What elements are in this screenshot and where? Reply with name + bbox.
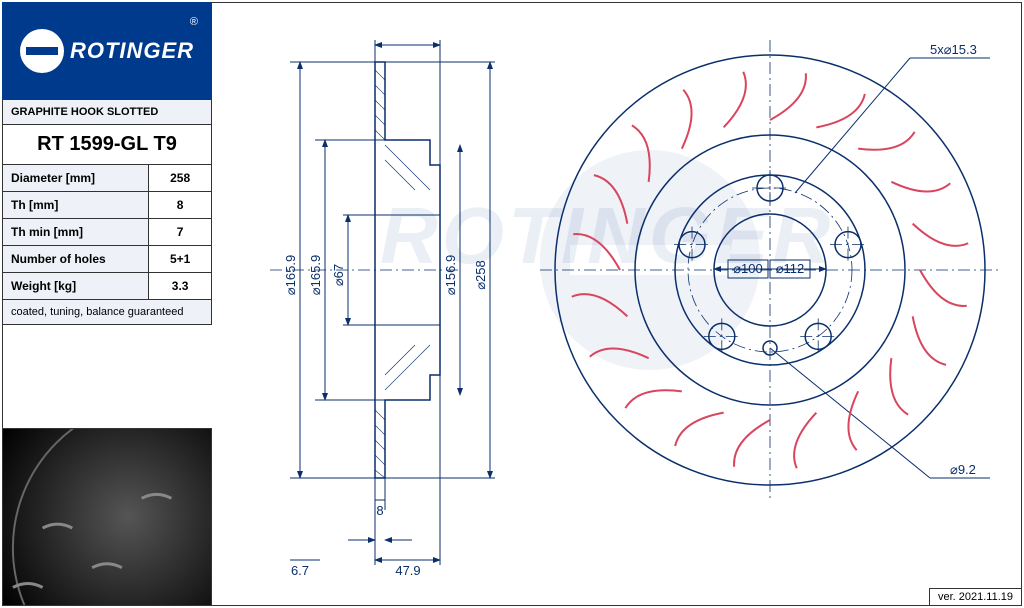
hook-slot <box>625 390 681 408</box>
dim-label: ⌀9.2 <box>950 462 976 477</box>
product-photo <box>2 428 212 606</box>
hook-slot <box>724 72 746 128</box>
dim-label: ⌀258 <box>473 260 488 290</box>
spec-label: Weight [kg] <box>3 273 149 300</box>
spec-value: 258 <box>149 165 212 192</box>
brand-name: ROTINGER <box>70 38 194 64</box>
version-label: ver. 2021.11.19 <box>929 588 1022 606</box>
logo-icon <box>20 29 64 73</box>
part-number: RT 1599-GL T9 <box>2 125 212 165</box>
product-note: coated, tuning, balance guaranteed <box>2 300 212 325</box>
product-subtitle: GRAPHITE HOOK SLOTTED <box>2 100 212 125</box>
dim-label: ⌀165.9 <box>283 255 298 295</box>
svg-text:⌀165.9: ⌀165.9 <box>308 255 323 295</box>
registered-icon: ® <box>190 16 198 28</box>
info-panel: ROTINGER ® GRAPHITE HOOK SLOTTED RT 1599… <box>2 2 212 325</box>
side-view: ⌀165.9 ⌀165.9 ⌀67 ⌀156.9 ⌀258 8 6.7 47.9 <box>270 40 495 578</box>
table-row: Weight [kg]3.3 <box>3 273 212 300</box>
technical-drawing: ⌀165.9 ⌀165.9 ⌀67 ⌀156.9 ⌀258 8 6.7 47.9… <box>230 10 1014 578</box>
hook-slot <box>858 132 914 150</box>
hook-slot <box>632 125 650 181</box>
hook-slot <box>890 358 908 414</box>
hook-slot <box>816 94 865 127</box>
dim-label: 47.9 <box>395 563 420 578</box>
table-row: Diameter [mm]258 <box>3 165 212 192</box>
hook-slot <box>770 73 806 120</box>
dim-label: 5x⌀15.3 <box>930 42 977 57</box>
hook-slot <box>913 316 946 365</box>
spec-value: 7 <box>149 219 212 246</box>
hook-slot <box>573 234 620 270</box>
hook-slot <box>913 224 969 246</box>
dim-label: 8 <box>376 503 383 518</box>
spec-table: Diameter [mm]258 Th [mm]8 Th min [mm]7 N… <box>2 165 212 300</box>
spec-label: Number of holes <box>3 246 149 273</box>
hook-slot <box>734 420 770 467</box>
hook-slot <box>848 391 858 450</box>
spec-value: 8 <box>149 192 212 219</box>
spec-label: Th min [mm] <box>3 219 149 246</box>
hook-slot <box>594 175 627 224</box>
table-row: Th [mm]8 <box>3 192 212 219</box>
hook-slot <box>794 413 816 469</box>
hook-slot <box>675 413 724 446</box>
brand-logo: ROTINGER ® <box>2 2 212 100</box>
dim-label: ⌀156.9 <box>443 255 458 295</box>
dim-label: ⌀67 <box>331 264 346 286</box>
hook-slot <box>572 294 628 316</box>
table-row: Number of holes5+1 <box>3 246 212 273</box>
spec-value: 3.3 <box>149 273 212 300</box>
spec-label: Diameter [mm] <box>3 165 149 192</box>
hook-slot <box>920 270 967 306</box>
spec-value: 5+1 <box>149 246 212 273</box>
table-row: Th min [mm]7 <box>3 219 212 246</box>
front-view: ⌀100 ⌀112 5x⌀15.3 ⌀9.2 <box>540 40 1000 500</box>
hook-slot <box>590 348 649 358</box>
hook-slot <box>682 90 692 149</box>
hook-slot <box>891 182 950 192</box>
dim-label: 6.7 <box>291 563 309 578</box>
spec-label: Th [mm] <box>3 192 149 219</box>
